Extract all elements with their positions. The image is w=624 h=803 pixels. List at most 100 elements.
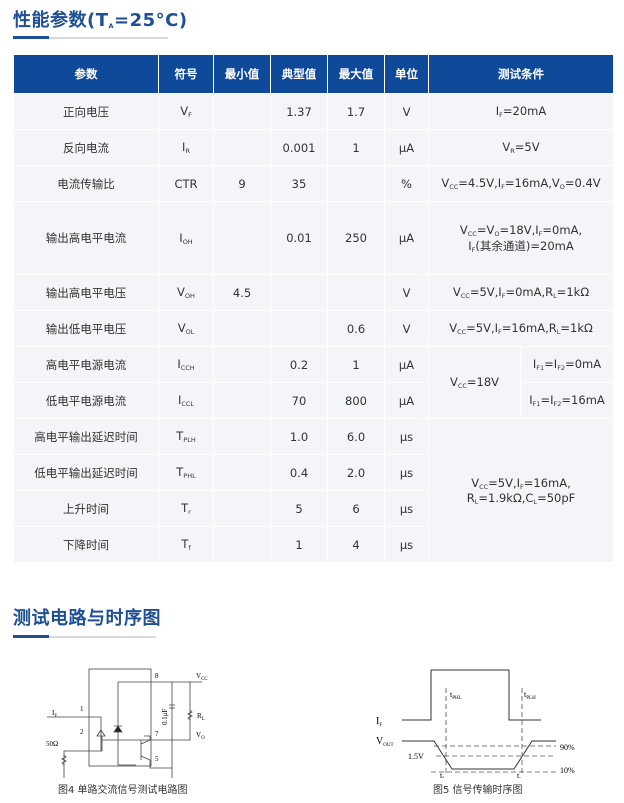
cell-symbol: VF: [158, 93, 214, 130]
cell-symbol: TPHL: [158, 454, 214, 491]
cell-param: 正向电压: [13, 93, 159, 130]
cell-min: [213, 418, 271, 455]
cell-symbol: ICCH: [158, 346, 214, 383]
cell-symbol: VOH: [158, 274, 214, 311]
table-row: 高电平电源电流 ICCH 0.2 1 μA VCC=18V IF1=IF2=0mA: [13, 346, 614, 419]
cell-min: [213, 93, 271, 130]
table-row: 下降时间 Tf 1 4 μs: [13, 526, 614, 563]
table-row: 高电平输出延迟时间 TPLH 1.0 6.0 μs VCC=5V,IF=16mA, RL=1…: [13, 418, 614, 563]
table-row: 输出低电平电压 VOL 0.6 V VCC=5V,IF=16mA,RL=1kΩ: [13, 310, 614, 347]
column-header: 最大值: [327, 54, 385, 94]
table-row: 反向电流 IR 0.001 1 μA VR=5V: [13, 129, 614, 166]
cell-typ: 35: [270, 165, 328, 202]
column-header: 最小值: [213, 54, 271, 94]
cell-max: 0.6: [327, 310, 385, 347]
cell-unit: V: [384, 93, 429, 130]
cell-param: 高电平电源电流: [13, 346, 159, 383]
cell-min: [213, 201, 271, 275]
cell-unit: μs: [384, 454, 429, 491]
cell-param: 反向电流: [13, 129, 159, 166]
cell-typ: 0.001: [270, 129, 328, 166]
title-underline: [13, 36, 168, 39]
test-circuit-diagram: IF 1 2 8 7 5 VCC VO RL 0.1μF 50Ω: [46, 668, 208, 778]
cell-min: [213, 526, 271, 563]
cell-symbol: IOH: [158, 201, 214, 275]
tplh-label: tPLH: [524, 690, 536, 701]
resistor-50-label: 50Ω: [46, 740, 58, 748]
cell-max: 1.7: [327, 93, 385, 130]
cell-symbol: Tr: [158, 490, 214, 527]
cell-typ: 1: [270, 526, 328, 563]
capacitor-label: 0.1μF: [161, 708, 169, 725]
cell-min: 9: [213, 165, 271, 202]
cell-typ: 5: [270, 490, 328, 527]
timing-caption: 图5 信号传输时序图: [433, 785, 523, 796]
table-row: 低电平电源电流 ICCL 70 800 μA IF1=IF2=16mA: [13, 382, 614, 419]
cell-typ: [270, 274, 328, 311]
section-title-circuit: 测试电路与时序图: [13, 608, 161, 629]
cell-param: 低电平输出延迟时间: [13, 454, 159, 491]
cell-unit: %: [384, 165, 429, 202]
cell-param: 输出高电平电流: [13, 201, 159, 275]
cell-unit: V: [384, 310, 429, 347]
vout-label: VOUT: [376, 736, 394, 748]
pin-5-label: 5: [155, 755, 159, 763]
column-header: 测试条件: [428, 54, 614, 94]
cell-unit: μA: [384, 201, 429, 275]
column-header: 符号: [158, 54, 214, 94]
section-title-performance: 性能参数(TA=25°C): [13, 10, 188, 31]
cell-unit: μs: [384, 526, 429, 563]
pin-2-label: 2: [80, 728, 84, 736]
cell-param: 输出高电平电压: [13, 274, 159, 311]
table-row: 低电平输出延迟时间 TPHL 0.4 2.0 μs: [13, 454, 614, 491]
cell-unit: μs: [384, 418, 429, 455]
cell-typ: 0.2: [270, 346, 328, 383]
cell-max: 2.0: [327, 454, 385, 491]
cell-typ: [270, 310, 328, 347]
cell-symbol: Tf: [158, 526, 214, 563]
cell-unit: μs: [384, 490, 429, 527]
cell-max: 6: [327, 490, 385, 527]
cell-min: [213, 454, 271, 491]
cell-param: 电流传输比: [13, 165, 159, 202]
column-header: 典型值: [270, 54, 328, 94]
v15-label: 1.5V: [408, 752, 424, 761]
cell-condition: VCC=VO=18V,IF=0mA, IF(其余通道)=20mA: [428, 201, 614, 275]
cell-max: 1: [327, 129, 385, 166]
table-row: 电流传输比 CTR 9 35% VCC=4.5V,IF=16mA,VO=0.4V: [13, 165, 614, 202]
cell-typ: 0.01: [270, 201, 328, 275]
cell-min: 4.5: [213, 274, 271, 311]
column-header: 单位: [384, 54, 429, 94]
cell-min: [213, 129, 271, 166]
p10-label: 10%: [560, 766, 575, 775]
circuit-caption: 图4 单路交流信号测试电路图: [58, 785, 188, 796]
cell-param: 高电平输出延迟时间: [13, 418, 159, 455]
cell-min: [213, 490, 271, 527]
cell-typ: 1.37: [270, 93, 328, 130]
cell-param: 输出低电平电压: [13, 310, 159, 347]
cell-unit: V: [384, 274, 429, 311]
tf-label: tf: [440, 771, 444, 778]
pin-1-label: 1: [80, 705, 84, 713]
cell-symbol: IR: [158, 129, 214, 166]
cell-symbol: ICCL: [158, 382, 214, 419]
vcc-label: VCC: [196, 672, 208, 682]
cell-condition: VCC=5V,IF=0mA,RL=1kΩ: [428, 274, 614, 311]
cell-typ: 1.0: [270, 418, 328, 455]
cell-min: [213, 310, 271, 347]
p90-label: 90%: [560, 743, 575, 752]
title-underline: [13, 635, 156, 638]
if-label: IF: [376, 716, 382, 728]
cell-unit: μA: [384, 129, 429, 166]
tphl-label: tPHL: [450, 690, 462, 701]
rl-label: RL: [197, 712, 205, 722]
cell-symbol: CTR: [158, 165, 214, 202]
cell-condition: IF1=IF2=0mA: [520, 346, 614, 383]
table-row: 输出高电平电压 VOH 4.5 V VCC=5V,IF=0mA,RL=1kΩ: [13, 274, 614, 311]
cell-timing-condition: VCC=5V,IF=16mA, RL=1.9kΩ,CL=50pF: [428, 418, 614, 563]
if-label: IF: [52, 709, 57, 719]
cell-condition: IF1=IF2=16mA: [520, 382, 614, 419]
pin-7-label: 7: [155, 730, 159, 738]
timing-diagram: IF VOUT tPHL tPLH 1.5V 90% 10% tf tr: [376, 669, 575, 778]
cell-condition: VCC=4.5V,IF=16mA,VO=0.4V: [428, 165, 614, 202]
